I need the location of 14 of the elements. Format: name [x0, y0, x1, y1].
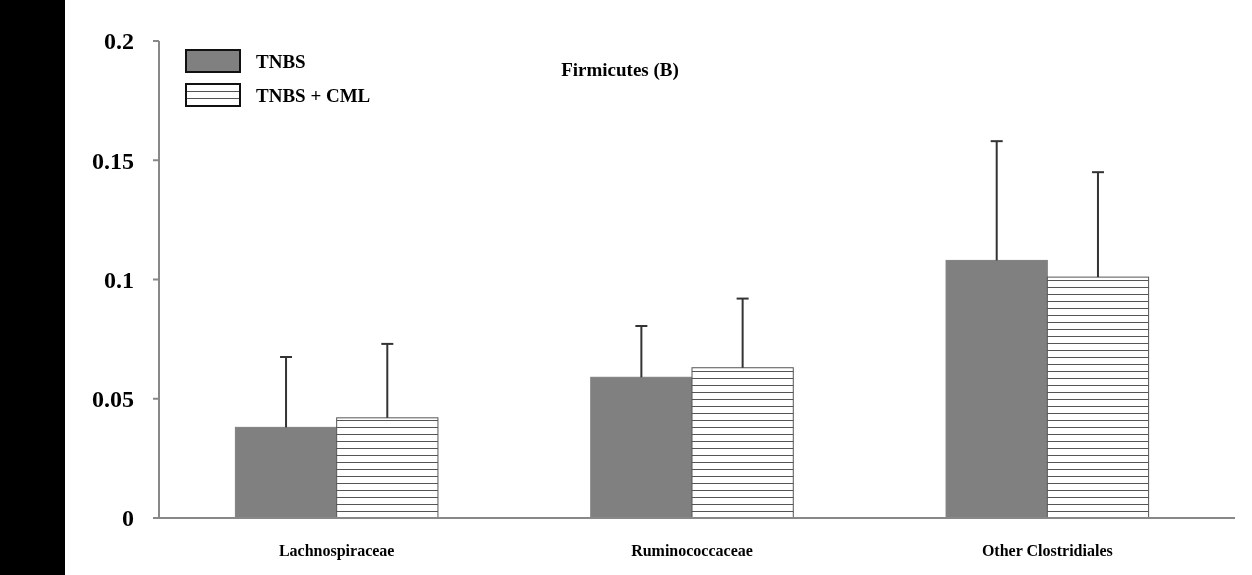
- x-tick-label: Ruminococcaceae: [631, 542, 753, 559]
- y-tick-label: 0.15: [92, 147, 134, 174]
- bar: [1046, 276, 1150, 519]
- x-tick-label: Other Clostridiales: [981, 542, 1113, 559]
- x-tick-label: Lachnospiraceae: [278, 542, 395, 560]
- bar: [336, 417, 439, 519]
- legend-label: TNBS + CML: [256, 84, 371, 106]
- y-tick-label: 0.05: [92, 386, 134, 413]
- y-tick-label: 0: [122, 505, 134, 532]
- text: Firmicutes (B): [561, 59, 679, 81]
- bar: [691, 367, 794, 519]
- y-tick-label: 0.1: [104, 266, 134, 293]
- y-tick-label: 0.2: [104, 28, 134, 55]
- legend-label: TNBS: [256, 50, 306, 72]
